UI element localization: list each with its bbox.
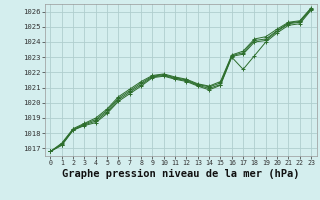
X-axis label: Graphe pression niveau de la mer (hPa): Graphe pression niveau de la mer (hPa) — [62, 169, 300, 179]
